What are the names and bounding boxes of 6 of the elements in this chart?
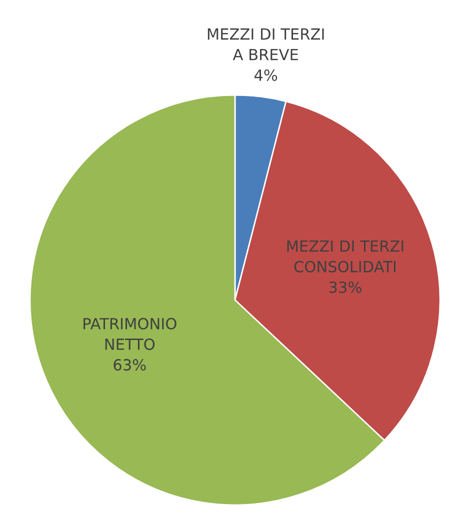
slice-label: MEZZI DI TERZI CONSOLIDATI — [287, 240, 404, 272]
data-label: 33% — [329, 281, 362, 293]
slice-label: MEZZI DI TERZI A BREVE — [208, 28, 324, 60]
slice-label: PATRIMONIO NETTO — [84, 318, 176, 350]
data-label: 63% — [114, 359, 146, 371]
data-label: 4% — [254, 69, 278, 81]
